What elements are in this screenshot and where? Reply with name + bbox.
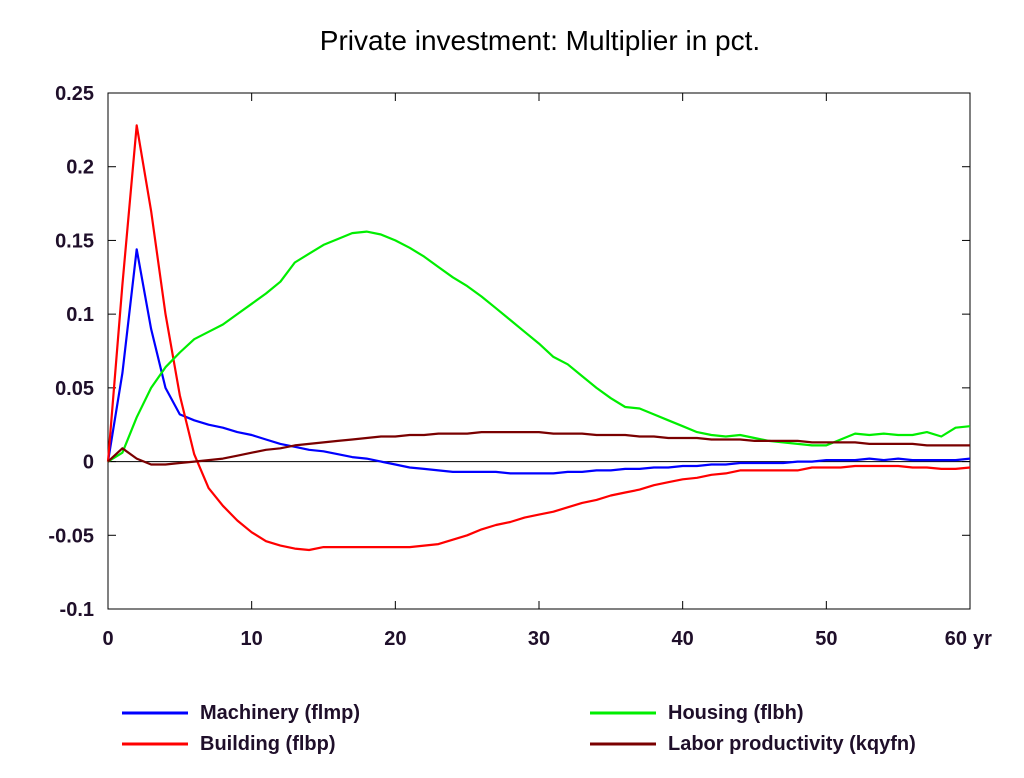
series-line-housing — [107, 230, 971, 463]
x-tick-label: 20 — [384, 628, 406, 650]
plot-frame — [107, 92, 971, 610]
series-line-building — [106, 124, 971, 552]
x-tick-label: 50 — [815, 628, 837, 650]
x-axis: 0 10 20 30 40 50 60 — [102, 93, 971, 650]
y-tick-label: -0.05 — [48, 525, 94, 547]
x-tick-label: 30 — [528, 628, 550, 650]
x-tick-label: 40 — [672, 628, 694, 650]
y-tick-label: 0.1 — [66, 304, 94, 326]
y-tick-label: 0.25 — [55, 83, 94, 105]
y-tick-label: 0.15 — [55, 230, 94, 252]
x-tick-label: 0 — [102, 628, 113, 650]
legend-item-building: Building (flbp) — [122, 733, 336, 755]
series-line-machinery — [106, 248, 971, 475]
legend-label-labor-productivity: Labor productivity (kqyfn) — [668, 733, 916, 755]
y-axis: 0.25 0.2 0.15 0.1 0.05 0 -0.05 -0.1 — [48, 83, 970, 621]
y-tick-label: -0.1 — [60, 599, 94, 621]
legend-label-machinery: Machinery (flmp) — [200, 702, 360, 724]
y-tick-label: 0.2 — [66, 157, 94, 179]
x-tick-label: 60 — [945, 628, 967, 650]
legend-label-housing: Housing (flbh) — [668, 702, 804, 724]
legend-label-building: Building (flbp) — [200, 733, 336, 755]
legend-item-machinery: Machinery (flmp) — [122, 702, 360, 724]
x-tick-label: 10 — [241, 628, 263, 650]
legend-item-labor-productivity: Labor productivity (kqyfn) — [590, 733, 916, 755]
chart-title: Private investment: Multiplier in pct. — [320, 25, 760, 56]
x-axis-unit-label: yr — [973, 628, 992, 650]
series-lines — [106, 124, 971, 552]
y-tick-label: 0 — [83, 452, 94, 474]
legend: Machinery (flmp) Building (flbp) Housing… — [122, 702, 916, 755]
series-line-labor-productivity — [107, 431, 970, 466]
y-tick-label: 0.05 — [55, 378, 94, 400]
legend-item-housing: Housing (flbh) — [590, 702, 804, 724]
